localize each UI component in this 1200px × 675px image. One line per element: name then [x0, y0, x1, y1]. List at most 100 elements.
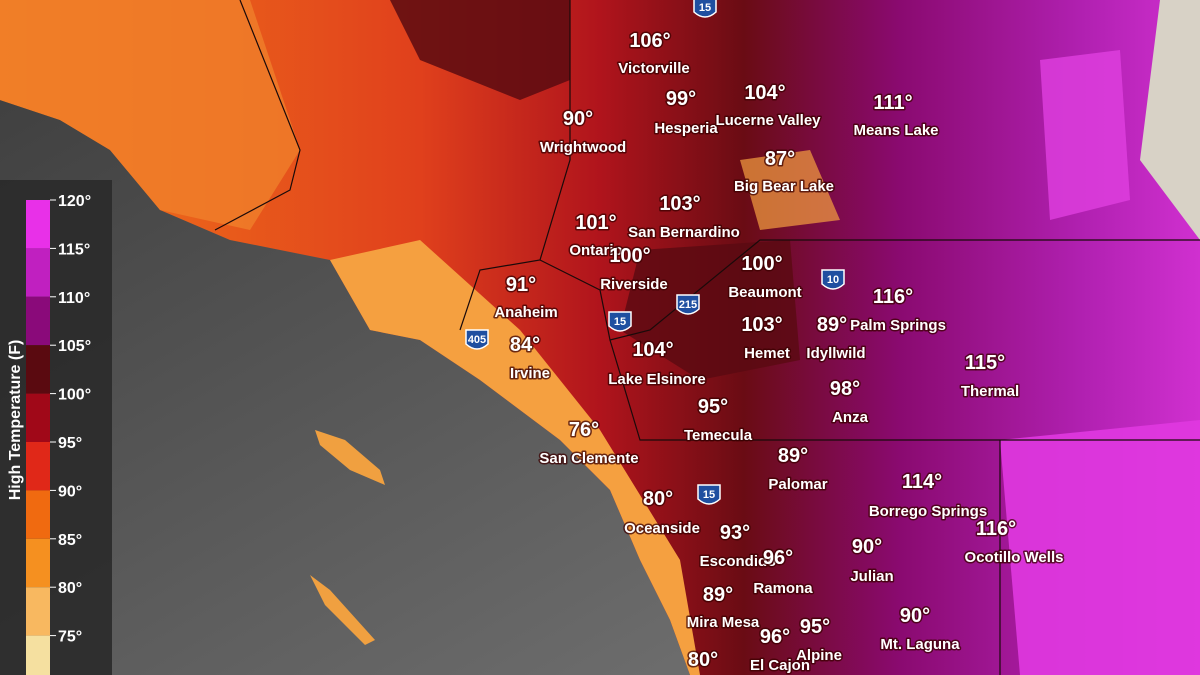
legend-swatch — [26, 442, 50, 491]
city-temp: 96° — [760, 626, 790, 648]
city-name: Temecula — [684, 427, 753, 444]
island — [315, 430, 385, 485]
legend-label: 75° — [58, 629, 82, 646]
legend-label: 100° — [58, 387, 91, 404]
city-temp: 84° — [510, 334, 540, 356]
city-name: Lucerne Valley — [715, 112, 821, 129]
city-temp: 80° — [643, 488, 673, 510]
city-name: Mt. Laguna — [880, 636, 960, 653]
highway-shield — [697, 484, 721, 505]
city-name: Idyllwild — [806, 345, 865, 362]
city-temp: 100° — [609, 245, 650, 267]
coast-strip — [330, 240, 700, 675]
city-temp: 90° — [852, 536, 882, 558]
city-temp: 95° — [800, 616, 830, 638]
city-name: Julian — [850, 568, 893, 585]
city-temp: 76° — [569, 419, 599, 441]
city-temp: 114° — [902, 471, 942, 493]
city-temp: 103° — [659, 193, 700, 215]
highway-shield — [676, 294, 700, 315]
legend: High Temperature (F) — [0, 180, 112, 675]
high-desert — [390, 0, 570, 100]
city-temp: 115° — [965, 352, 1005, 374]
highway-shield — [693, 0, 717, 18]
city-name: Means Lake — [853, 122, 938, 139]
legend-label: 120° — [58, 193, 91, 210]
city-temp: 103° — [741, 314, 782, 336]
city-temp: 104° — [744, 82, 785, 104]
city-name: Alpine — [796, 647, 842, 664]
city-name: Anaheim — [494, 304, 557, 321]
city-temp: 87° — [765, 148, 795, 170]
city-name: Lake Elsinore — [608, 371, 706, 388]
city-name: San Bernardino — [628, 224, 740, 241]
legend-swatch — [26, 587, 50, 636]
inland-valley — [620, 240, 800, 380]
city-name: Victorville — [618, 60, 689, 77]
legend-swatch — [26, 490, 50, 539]
city-temp: 95° — [698, 396, 728, 418]
city-temp: 116° — [873, 286, 913, 308]
city-temp: 80° — [688, 649, 718, 671]
city-temp: 101° — [575, 212, 616, 234]
city-name: Ontario — [569, 242, 622, 259]
city-temp: 116° — [976, 518, 1016, 540]
city-temp: 90° — [563, 108, 593, 130]
city-temp: 89° — [817, 314, 847, 336]
city-temp: 111° — [873, 92, 912, 114]
legend-swatch — [26, 345, 50, 394]
city-name: Wrightwood — [540, 139, 626, 156]
legend-swatch — [26, 200, 50, 249]
city-temp: 106° — [629, 30, 670, 52]
legend-swatch — [26, 248, 50, 297]
city-temp: 99° — [666, 88, 696, 110]
city-name: Anza — [832, 409, 868, 426]
city-name: San Clemente — [539, 450, 638, 467]
city-name: Hemet — [744, 345, 790, 362]
city-temp: 93° — [720, 522, 750, 544]
city-name: Hesperia — [654, 120, 718, 137]
city-name: Riverside — [600, 276, 668, 293]
legend-swatch — [26, 393, 50, 442]
city-name: Big Bear Lake — [734, 178, 834, 195]
city-temp: 104° — [632, 339, 673, 361]
city-name: Escondido — [700, 553, 777, 570]
highway-shield — [608, 311, 632, 332]
city-name: Mira Mesa — [687, 614, 760, 631]
city-name: Oceanside — [624, 520, 700, 537]
highway-label: 215 — [679, 299, 697, 311]
city-name: Ocotillo Wells — [965, 549, 1064, 566]
highway-label: 15 — [703, 489, 715, 501]
city-temp: 89° — [778, 445, 808, 467]
city-name: Irvine — [510, 365, 550, 382]
legend-panel — [0, 180, 112, 675]
legend-swatch — [26, 296, 50, 346]
legend-label: 110° — [58, 290, 90, 307]
coastal-range — [0, 0, 300, 230]
legend-label: 115° — [58, 241, 90, 258]
city-temp: 98° — [830, 378, 860, 400]
highway-label: 405 — [468, 334, 486, 346]
city-temp: 100° — [741, 253, 782, 275]
highway-label: 15 — [699, 2, 711, 14]
legend-label: 90° — [58, 483, 82, 500]
legend-swatch — [26, 538, 50, 588]
island — [310, 575, 375, 645]
highway-label: 15 — [614, 316, 626, 328]
city-temp: 90° — [900, 605, 930, 627]
highway-shield — [465, 329, 489, 350]
mountains — [740, 150, 840, 230]
city-temp: 89° — [703, 584, 733, 606]
legend-label: 85° — [58, 532, 82, 549]
city-name: Beaumont — [728, 284, 801, 301]
legend-label: 95° — [58, 435, 82, 452]
city-temp: 91° — [506, 274, 536, 296]
city-name: Thermal — [961, 383, 1019, 400]
highway-label: 10 — [827, 274, 839, 286]
city-temp: 96° — [763, 547, 793, 569]
city-name: Palm Springs — [850, 317, 946, 334]
highway-shield — [821, 269, 845, 290]
city-name: Borrego Springs — [869, 503, 987, 520]
